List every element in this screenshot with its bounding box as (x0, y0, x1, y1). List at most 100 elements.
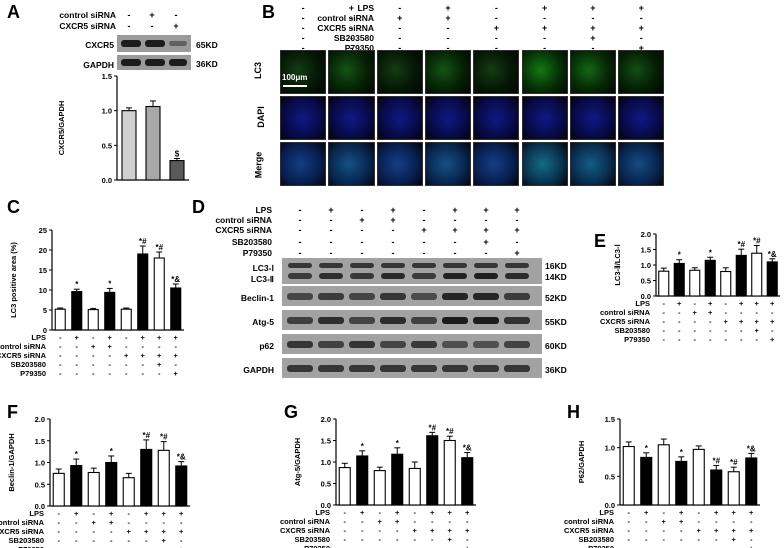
significance-mark: *# (753, 236, 761, 245)
blot-label: p62 (259, 341, 274, 351)
sign: - (379, 535, 382, 544)
sign: - (678, 326, 681, 335)
sign: - (663, 317, 666, 326)
micrograph-lc3-2 (328, 50, 375, 94)
sign: - (709, 326, 712, 335)
sign: - (361, 535, 364, 544)
sign: - (360, 225, 364, 235)
panel-letter-h: H (567, 402, 580, 422)
band (349, 293, 375, 300)
molecular-weight: 36KD (196, 59, 218, 69)
sign: + (359, 215, 365, 225)
sign: - (771, 326, 774, 335)
sign: - (678, 317, 681, 326)
bar (692, 448, 705, 506)
sign: - (398, 43, 402, 53)
sign: + (465, 508, 470, 517)
band (380, 293, 406, 300)
y-tick-label: 1.5 (605, 415, 615, 424)
sign: + (749, 544, 754, 548)
sign: - (329, 225, 333, 235)
sign: - (725, 326, 728, 335)
blot-strip-3 (282, 310, 542, 330)
significance-mark: *& (747, 444, 756, 453)
sign: - (92, 360, 95, 369)
sign: - (515, 237, 519, 247)
row-label: control siRNA (317, 13, 374, 23)
sign: - (360, 248, 364, 258)
sign: - (663, 335, 666, 344)
sign: - (93, 536, 96, 545)
sign: + (91, 342, 96, 351)
sign: - (680, 535, 683, 544)
sign: - (678, 335, 681, 344)
row-label: control siRNA (564, 517, 615, 526)
sign: - (422, 205, 426, 215)
sign: - (725, 335, 728, 344)
sign: + (179, 509, 184, 518)
sign: - (645, 526, 648, 535)
bar (675, 460, 688, 506)
sign: - (360, 205, 364, 215)
sign: + (92, 518, 97, 527)
sign: - (431, 535, 434, 544)
panel-letter-f: F (7, 402, 18, 422)
sign: - (414, 535, 417, 544)
row-label: P79350 (242, 248, 272, 258)
sign: - (75, 527, 78, 536)
sign: - (175, 360, 178, 369)
sign: - (663, 326, 666, 335)
sign: - (145, 518, 148, 527)
row-label: CXCR5 siRNA (0, 527, 45, 536)
row-label: SB203580 (231, 237, 272, 247)
sign: - (391, 248, 395, 258)
sign: - (494, 3, 498, 13)
sign: + (179, 527, 184, 536)
sign: - (92, 351, 95, 360)
sign: - (698, 517, 701, 526)
sign: - (398, 23, 402, 33)
sign: + (755, 299, 760, 308)
sign: - (543, 33, 547, 43)
row-label: CXCR5 siRNA (280, 526, 331, 535)
sign: - (639, 33, 643, 43)
y-tick-label: 0.5 (321, 480, 331, 489)
sign: + (360, 508, 365, 517)
row-label: SB203580 (615, 326, 650, 335)
significance-mark: *& (171, 275, 180, 284)
row-label: control siRNA (0, 342, 47, 351)
micrograph-lc3-3 (376, 50, 423, 94)
blot-label: LC3-Ⅱ (250, 274, 274, 284)
micrograph-dapi-4 (424, 96, 472, 140)
sign: - (109, 351, 112, 360)
sign: + (755, 317, 760, 326)
sign: - (142, 369, 145, 378)
band (411, 317, 437, 324)
band (411, 293, 437, 300)
sign: - (466, 535, 469, 544)
sign: + (348, 3, 355, 13)
y-tick-label: 0.0 (321, 501, 331, 510)
sign: + (590, 33, 596, 43)
sign: + (144, 509, 149, 518)
sign: - (128, 536, 131, 545)
sign: - (698, 535, 701, 544)
sign: - (75, 536, 78, 545)
bar (622, 445, 635, 506)
micrograph-lc3-4 (424, 50, 472, 94)
micrograph-dapi-2 (328, 96, 375, 140)
band (412, 273, 436, 279)
sign: + (144, 527, 149, 536)
sign: - (92, 369, 95, 378)
sign: + (390, 215, 396, 225)
sign: + (749, 508, 754, 517)
sign: - (446, 43, 450, 53)
sign: + (679, 508, 684, 517)
sign: - (379, 508, 382, 517)
significance-mark: *& (463, 444, 472, 453)
blot-strip-gapdh (117, 55, 191, 70)
band (287, 341, 313, 348)
bar (727, 471, 740, 506)
